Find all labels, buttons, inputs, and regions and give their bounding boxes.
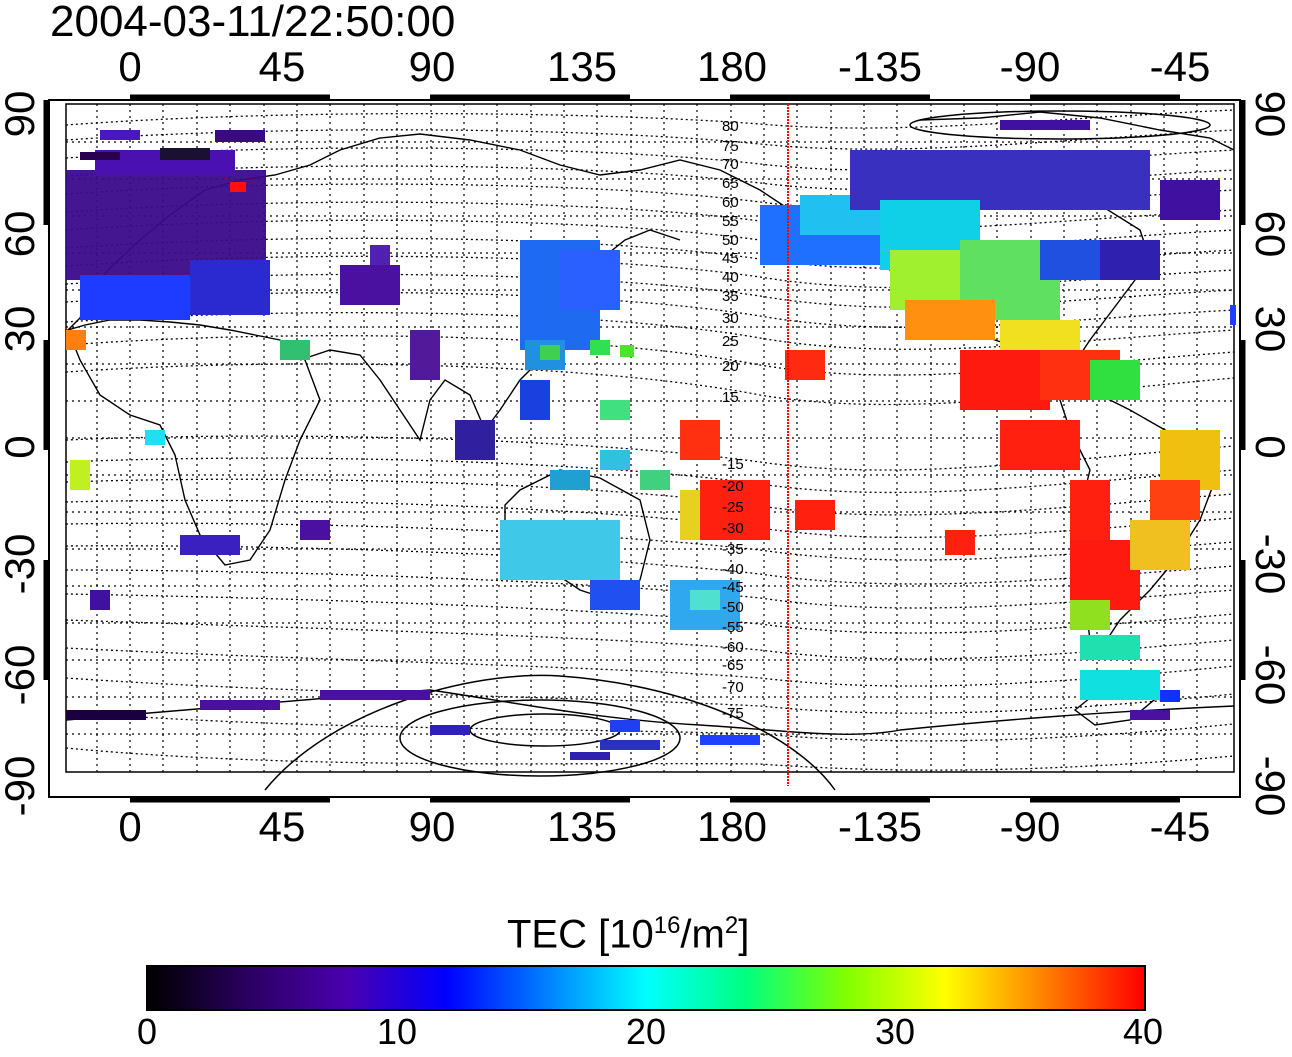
colorbar-tick: 20 [625, 1011, 667, 1052]
contour-label: 15 [722, 389, 739, 406]
colorbar-tick: 10 [376, 1011, 418, 1052]
top-lon-tick-m135: -135 [837, 43, 923, 90]
frame-edge-markers [43, 94, 1246, 803]
contour-label: 80 [722, 118, 739, 135]
contour-label: 55 [722, 213, 739, 230]
contour-label: 45 [722, 250, 739, 267]
contour-label: 60 [722, 194, 739, 211]
contour-label: 35 [722, 288, 739, 305]
contour-label: -45 [722, 579, 744, 596]
contour-label: 70 [722, 156, 739, 173]
contour-label: -55 [722, 619, 744, 636]
contour-label: 30 [722, 310, 739, 327]
contour-label: 25 [722, 333, 739, 350]
colorbar-tick: 30 [874, 1011, 916, 1052]
top-lon-tick-180: 180 [696, 43, 768, 90]
contour-label: 20 [722, 358, 739, 375]
top-lon-tick-0: 0 [118, 43, 142, 90]
bottom-lon-tick-0: 0 [118, 803, 142, 850]
bottom-lon-tick-90: 90 [408, 803, 456, 850]
contour-label: -20 [722, 478, 744, 495]
contour-label: -25 [722, 499, 744, 516]
contour-label: -75 [722, 705, 744, 722]
contour-label: -30 [722, 520, 744, 537]
top-lon-tick-45: 45 [258, 43, 306, 90]
bottom-lon-tick-m45: -45 [1149, 803, 1211, 850]
colorbar-title: TEC [1016/m2] [507, 912, 750, 957]
colorbar-tick: 40 [1122, 1011, 1164, 1052]
tec-observations [66, 120, 1236, 760]
top-lon-tick-135: 135 [546, 43, 618, 90]
contour-label: -15 [722, 456, 744, 473]
contour-label: -60 [722, 639, 744, 656]
tec-colorbar [146, 965, 1146, 1011]
contour-label: -70 [722, 679, 744, 696]
contour-label: -50 [722, 599, 744, 616]
bottom-lon-tick-135: 135 [546, 803, 618, 850]
colorbar-tick: 0 [136, 1011, 158, 1052]
bottom-lon-tick-45: 45 [258, 803, 306, 850]
contour-labels: 80 75 70 65 60 55 50 45 40 35 30 25 20 1… [722, 118, 744, 722]
contour-label: 75 [722, 138, 739, 155]
contour-label: 50 [722, 232, 739, 249]
contour-label: -65 [722, 657, 744, 674]
contour-label: -35 [722, 541, 744, 558]
contour-label: 40 [722, 269, 739, 286]
bottom-lon-tick-180: 180 [696, 803, 768, 850]
bottom-lon-tick-m135: -135 [837, 803, 923, 850]
bottom-lon-tick-m90: -90 [999, 803, 1061, 850]
top-lon-tick-m45: -45 [1149, 43, 1211, 90]
top-lon-tick-90: 90 [408, 43, 456, 90]
contour-label: 65 [722, 175, 739, 192]
top-lon-tick-m90: -90 [999, 43, 1061, 90]
timestamp-title: 2004-03-11/22:50:00 [50, 0, 456, 46]
contour-label: -40 [722, 561, 744, 578]
